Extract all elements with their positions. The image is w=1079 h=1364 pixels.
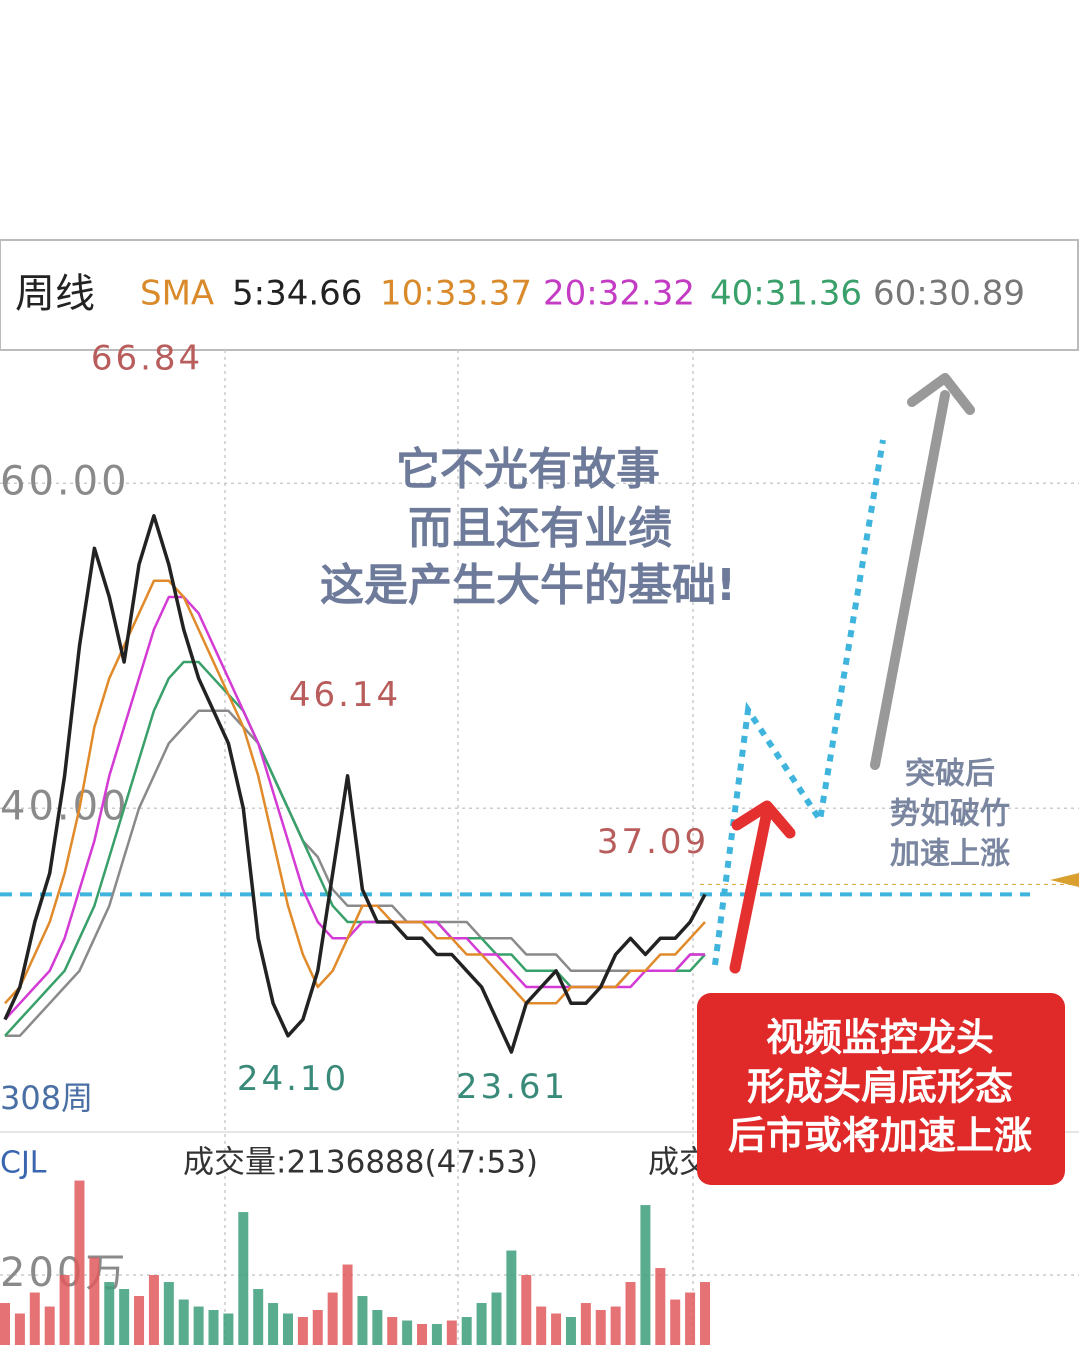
volume-bar (372, 1310, 383, 1345)
price-marker (1050, 873, 1079, 887)
callout-text: 后市或将加速上涨 (728, 1114, 1032, 1158)
sma-value: 20:32.32 (543, 274, 695, 314)
volume-bar (342, 1264, 353, 1345)
volume-bar (417, 1324, 428, 1345)
sma-label: SMA (140, 274, 214, 314)
extreme-label: 66.84 (91, 339, 203, 379)
indicator: CJL (0, 1146, 47, 1181)
volume-bar (297, 1317, 308, 1345)
volume-bar (431, 1324, 442, 1345)
volume-bar (610, 1306, 621, 1345)
volume-bar (685, 1292, 696, 1345)
volume-bar (461, 1317, 472, 1345)
volume-bar (223, 1313, 234, 1345)
annotation: 它不光有故事 (396, 444, 660, 495)
sma-value: 60:30.89 (873, 274, 1025, 314)
volume-bar (521, 1275, 532, 1345)
sma-value: 5:34.66 (232, 274, 362, 314)
volume-bar (0, 1303, 10, 1345)
volume-bar (119, 1289, 130, 1345)
volume-bar (357, 1296, 368, 1345)
volume-bar (446, 1320, 457, 1345)
volume-bar (640, 1205, 651, 1345)
volume-bar (148, 1275, 159, 1345)
series-line (3, 514, 707, 1054)
volume-bar (238, 1212, 249, 1345)
volume-bar (14, 1313, 25, 1345)
annotation: 这是产生大牛的基础! (320, 560, 736, 611)
volume-bar (29, 1292, 40, 1345)
volume-bar (89, 1257, 100, 1345)
volume-bar (565, 1317, 576, 1345)
volume-bar (670, 1299, 681, 1345)
arrow-head (907, 373, 975, 415)
volume-bar (551, 1313, 562, 1345)
annotation: 势如破竹 (890, 797, 1010, 832)
volume-bar (327, 1292, 338, 1345)
volume-bar (74, 1180, 85, 1345)
series-line (5, 709, 705, 1038)
projection-path (712, 439, 886, 966)
arrow-head (731, 800, 796, 839)
extreme-label: 46.14 (289, 675, 401, 715)
volume-bar (178, 1299, 189, 1345)
y-tick-label: 40.00 (0, 783, 130, 829)
sma-value: 10:33.37 (380, 274, 532, 314)
volume-bar (476, 1303, 487, 1345)
volume-bar (506, 1250, 517, 1345)
callout-text: 形成头肩底形态 (747, 1065, 1013, 1109)
annotation: 突破后 (905, 757, 995, 792)
volume-bar (655, 1268, 666, 1345)
volume-bar (208, 1310, 219, 1345)
sma-value: 40:31.36 (710, 274, 862, 314)
volume-bar (536, 1306, 547, 1345)
period-count: 308周 (0, 1079, 93, 1117)
volume-bar (312, 1310, 323, 1345)
volume-title: 成交量:2136888(47:53) (183, 1145, 538, 1181)
volume-bar (595, 1310, 606, 1345)
volume-bar (282, 1313, 293, 1345)
volume-bar (163, 1282, 174, 1345)
volume-bar (104, 1282, 115, 1345)
arrow (870, 390, 950, 770)
volume-bar (268, 1303, 279, 1345)
volume-bar (44, 1306, 55, 1345)
callout-text: 视频监控龙头 (766, 1016, 994, 1060)
volume-bar (253, 1289, 264, 1345)
volume-bar (625, 1282, 636, 1345)
y-tick-label: 60.00 (0, 458, 130, 504)
extreme-label: 23.61 (456, 1067, 568, 1107)
annotation: 而且还有业绩 (408, 503, 672, 554)
header-bar (0, 239, 1079, 351)
annotation: 加速上涨 (890, 837, 1010, 872)
extreme-label: 24.10 (237, 1059, 349, 1099)
volume-bar (59, 1275, 70, 1345)
volume-bar (580, 1303, 591, 1345)
callout-box (697, 993, 1065, 1185)
period: 周线 (15, 271, 95, 317)
volume-bar (134, 1296, 145, 1345)
volume-bar (700, 1282, 710, 1345)
arrow (729, 806, 773, 974)
volume-bar (387, 1317, 398, 1345)
extreme-label: 37.09 (597, 822, 709, 862)
volume-bar (491, 1292, 502, 1345)
volume-bar (402, 1320, 413, 1345)
v-grid (224, 350, 694, 1345)
volume-bar (193, 1306, 204, 1345)
